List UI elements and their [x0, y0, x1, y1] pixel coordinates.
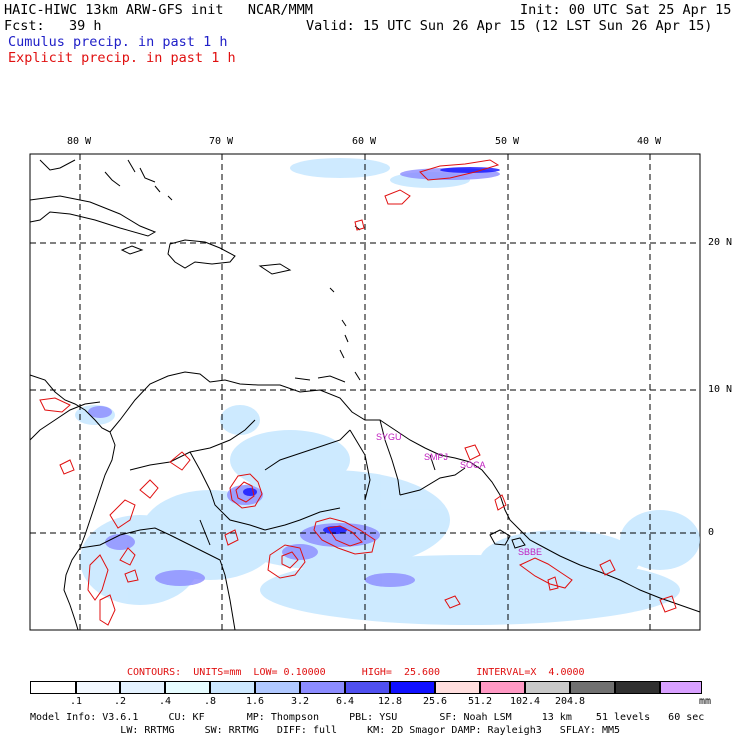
colorbar-swatch: [435, 681, 480, 694]
colorbar-label: .1: [69, 696, 83, 707]
colorbar-swatch: [390, 681, 435, 694]
lat-label-10n: 10 N: [708, 384, 733, 395]
colorbar-label: 204.8: [554, 696, 586, 707]
colorbar-swatch: [120, 681, 165, 694]
colorbar-label: 3.2: [290, 696, 310, 707]
lon-label-70w: 70 W: [209, 136, 234, 147]
colorbar-label: 102.4: [509, 696, 541, 707]
lat-label-0: 0: [708, 527, 715, 538]
station-sygu: SYGU: [376, 432, 402, 442]
model-info-line1: Model Info: V3.6.1 CU: KF MP: Thompson P…: [30, 712, 705, 723]
colorbar-swatch: [525, 681, 570, 694]
colorbar-label: 1.6: [245, 696, 265, 707]
coastlines: [29, 159, 701, 631]
plot-title: HAIC-HIWC 13km ARW-GFS init NCAR/MMM: [4, 2, 313, 18]
station-soca: SOCA: [460, 460, 486, 470]
colorbar-label: .4: [158, 696, 172, 707]
colorbar-unit: mm: [698, 696, 712, 707]
contours-info: CONTOURS: UNITS=mm LOW= 0.10000 HIGH= 25…: [127, 667, 585, 678]
valid-time: Valid: 15 UTC Sun 26 Apr 15 (12 LST Sun …: [306, 18, 713, 34]
colorbar-label: .8: [203, 696, 217, 707]
colorbar-swatch: [76, 681, 120, 694]
colorbar-swatch: [615, 681, 660, 694]
station-markers: SYGU SMPJ SOCA SBBE: [376, 432, 542, 557]
forecast-hour: Fcst: 39 h: [4, 18, 102, 34]
init-time: Init: 00 UTC Sat 25 Apr 15: [520, 2, 732, 18]
lon-label-60w: 60 W: [352, 136, 377, 147]
lon-label-40w: 40 W: [637, 136, 662, 147]
colorbar-swatch: [660, 681, 702, 694]
station-smpj: SMPJ: [424, 452, 448, 462]
lon-label-50w: 50 W: [495, 136, 520, 147]
station-sbbe: SBBE: [518, 547, 542, 557]
colorbar-swatch: [255, 681, 300, 694]
colorbar-swatch: [480, 681, 525, 694]
lat-label-20n: 20 N: [708, 237, 733, 248]
colorbar-swatch: [345, 681, 390, 694]
colorbar-label: 51.2: [467, 696, 493, 707]
colorbar-swatch: [570, 681, 615, 694]
explicit-precip-contours: [39, 159, 677, 626]
colorbar-swatch: [300, 681, 345, 694]
lon-label-80w: 80 W: [67, 136, 92, 147]
colorbar-swatch: [30, 681, 76, 694]
colorbar-label: 6.4: [335, 696, 355, 707]
cumulus-legend: Cumulus precip. in past 1 h: [8, 34, 228, 50]
model-info-line2: LW: RRTMG SW: RRTMG DIFF: full KM: 2D Sm…: [30, 725, 621, 736]
colorbar-swatch: [210, 681, 255, 694]
colorbar-label: 25.6: [422, 696, 448, 707]
colorbar-label: 12.8: [377, 696, 403, 707]
colorbar-swatch: [165, 681, 210, 694]
explicit-legend: Explicit precip. in past 1 h: [8, 50, 236, 66]
colorbar-label: .2: [113, 696, 127, 707]
